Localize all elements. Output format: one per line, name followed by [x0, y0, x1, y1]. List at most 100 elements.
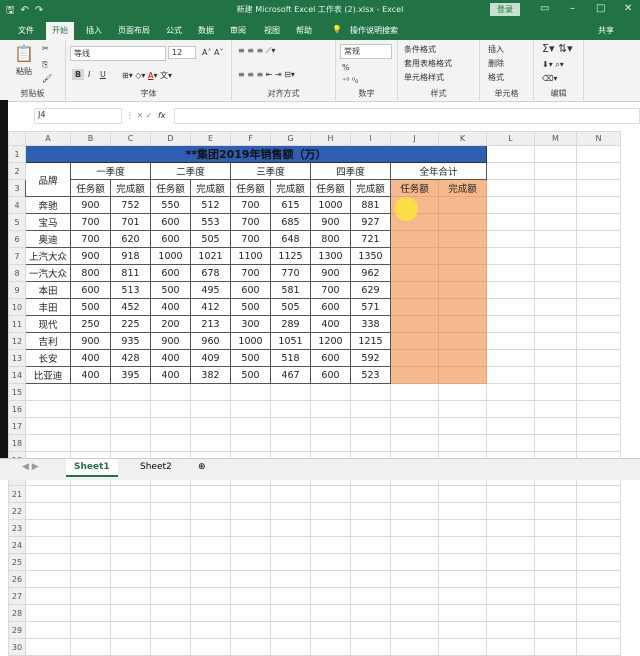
value-cell[interactable]: 200 — [150, 315, 191, 333]
italic-button[interactable]: I — [88, 70, 91, 79]
total-done-cell[interactable] — [438, 196, 487, 214]
value-cell[interactable]: 289 — [270, 315, 311, 333]
value-cell[interactable]: 550 — [150, 196, 191, 214]
cell[interactable] — [310, 519, 351, 537]
cell-styles-button[interactable]: 单元格样式 — [404, 73, 444, 82]
cell[interactable] — [230, 621, 271, 639]
cell[interactable] — [70, 434, 111, 452]
cell[interactable] — [270, 519, 311, 537]
cell[interactable] — [150, 570, 191, 588]
brand-cell[interactable]: 长安 — [25, 349, 71, 367]
cell[interactable] — [270, 604, 311, 622]
cell[interactable] — [150, 434, 191, 452]
cell[interactable] — [576, 570, 621, 588]
cell[interactable] — [110, 485, 151, 503]
cell[interactable] — [576, 332, 621, 350]
value-cell[interactable]: 428 — [110, 349, 151, 367]
value-cell[interactable]: 400 — [150, 366, 191, 384]
value-cell[interactable]: 452 — [110, 298, 151, 316]
cell[interactable] — [390, 434, 439, 452]
horizontal-align-icons[interactable]: ≡ ≡ ≡ ⇤ ⇥ ⊟▾ — [238, 70, 295, 79]
cell[interactable] — [486, 247, 535, 265]
value-cell[interactable]: 918 — [110, 247, 151, 265]
row-header[interactable]: 12 — [8, 332, 26, 350]
cell[interactable] — [534, 315, 577, 333]
cell[interactable] — [310, 570, 351, 588]
value-cell[interactable]: 382 — [190, 366, 231, 384]
value-cell[interactable]: 935 — [110, 332, 151, 350]
value-cell[interactable]: 581 — [270, 281, 311, 299]
value-cell[interactable]: 513 — [110, 281, 151, 299]
cell[interactable] — [190, 553, 231, 571]
cell[interactable] — [350, 383, 391, 401]
fx-button[interactable]: fx — [158, 111, 166, 120]
cell[interactable] — [576, 604, 621, 622]
value-cell[interactable]: 1215 — [350, 332, 391, 350]
brand-cell[interactable]: 奥迪 — [25, 230, 71, 248]
cell[interactable] — [576, 519, 621, 537]
value-cell[interactable]: 512 — [190, 196, 231, 214]
ribbon-display-icon[interactable]: ▭ — [540, 3, 550, 14]
cell[interactable] — [390, 536, 439, 554]
row-header[interactable]: 22 — [8, 502, 26, 520]
cell[interactable] — [576, 230, 621, 248]
value-cell[interactable]: 900 — [310, 264, 351, 282]
cell[interactable] — [230, 434, 271, 452]
column-header[interactable]: L — [486, 131, 535, 146]
row-header[interactable]: 2 — [8, 162, 26, 180]
total-task-cell[interactable] — [390, 281, 439, 299]
minimize-icon[interactable]: – — [570, 3, 575, 14]
value-cell[interactable]: 1125 — [270, 247, 311, 265]
row-header[interactable]: 23 — [8, 519, 26, 537]
column-header[interactable]: A — [25, 131, 71, 146]
cell[interactable] — [390, 604, 439, 622]
cell[interactable] — [576, 502, 621, 520]
tell-me-search[interactable]: 操作说明搜索 — [350, 26, 398, 35]
cell[interactable] — [25, 417, 71, 435]
brand-cell[interactable]: 奔驰 — [25, 196, 71, 214]
column-header[interactable]: N — [576, 131, 621, 146]
cell[interactable] — [350, 485, 391, 503]
cell[interactable] — [190, 604, 231, 622]
value-cell[interactable]: 1021 — [190, 247, 231, 265]
row-header[interactable]: 14 — [8, 366, 26, 384]
total-task-cell[interactable] — [390, 366, 439, 384]
column-header[interactable]: B — [70, 131, 111, 146]
cell[interactable] — [25, 502, 71, 520]
value-cell[interactable]: 700 — [230, 230, 271, 248]
tab-home[interactable]: 开始 — [46, 22, 74, 40]
cell[interactable] — [350, 519, 391, 537]
row-header[interactable]: 5 — [8, 213, 26, 231]
brand-cell[interactable]: 现代 — [25, 315, 71, 333]
cell[interactable] — [70, 553, 111, 571]
bold-button[interactable]: B — [72, 69, 85, 80]
cell[interactable] — [270, 587, 311, 605]
cell[interactable] — [110, 417, 151, 435]
value-cell[interactable]: 523 — [350, 366, 391, 384]
borders-icon[interactable]: ⊞▾ ◇▾ A▾ 文▾ — [122, 71, 173, 80]
cell[interactable] — [150, 621, 191, 639]
value-cell[interactable]: 600 — [150, 213, 191, 231]
cell[interactable] — [534, 434, 577, 452]
total-done-cell[interactable] — [438, 349, 487, 367]
value-cell[interactable]: 467 — [270, 366, 311, 384]
sub-header[interactable]: 任务额 — [70, 179, 111, 197]
cell[interactable] — [190, 502, 231, 520]
cell[interactable] — [390, 621, 439, 639]
cell[interactable] — [190, 400, 231, 418]
cell[interactable] — [230, 604, 271, 622]
brand-cell[interactable]: 宝马 — [25, 213, 71, 231]
brand-cell[interactable]: 丰田 — [25, 298, 71, 316]
select-all-corner[interactable] — [8, 131, 26, 146]
total-task-cell[interactable] — [390, 315, 439, 333]
row-header[interactable]: 18 — [8, 434, 26, 452]
cell[interactable] — [576, 485, 621, 503]
total-task-cell[interactable] — [390, 247, 439, 265]
value-cell[interactable]: 685 — [270, 213, 311, 231]
cell[interactable] — [438, 383, 487, 401]
cell[interactable] — [438, 604, 487, 622]
cell[interactable] — [534, 213, 577, 231]
cell[interactable] — [270, 485, 311, 503]
value-cell[interactable]: 881 — [350, 196, 391, 214]
value-cell[interactable]: 1051 — [270, 332, 311, 350]
